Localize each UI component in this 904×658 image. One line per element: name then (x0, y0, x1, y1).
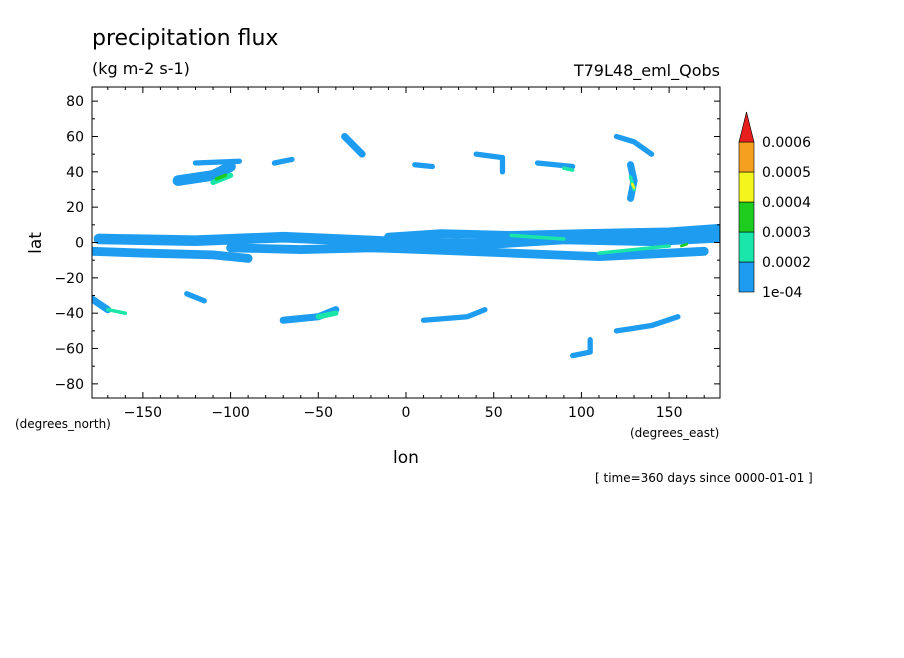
x-tick-label: −150 (124, 405, 162, 421)
colorbar-segment (738, 141, 755, 173)
x-axis: −150 −100 −50 0 50 100 150 (107, 87, 705, 421)
precip-feature (210, 172, 234, 186)
colorbar-segment (738, 231, 755, 263)
precip-feature (509, 233, 566, 241)
precip-feature (473, 151, 506, 175)
y-tick-label: 60 (66, 129, 84, 145)
precip-feature (315, 310, 339, 320)
x-tick-label: −100 (211, 405, 249, 421)
y-axis: −80 −60 −40 −20 0 20 40 60 80 (54, 94, 720, 393)
y-tick-label: 20 (66, 200, 84, 216)
precip-feature (562, 166, 575, 172)
y-axis-label: lat (26, 232, 46, 254)
precip-feature (92, 295, 112, 314)
precip-feature (106, 307, 128, 315)
precip-feature (384, 223, 720, 242)
colorbar-label: 0.0004 (762, 195, 811, 211)
precip-feature (341, 132, 366, 158)
y-tick-label: 0 (75, 236, 84, 252)
precip-feature (630, 182, 636, 190)
precip-feature (172, 161, 236, 186)
colorbar-label: 0.0005 (762, 165, 811, 181)
time-label: [ time=360 days since 0000-01-01 ] (595, 471, 813, 485)
colorbar-overflow-triangle (738, 111, 755, 143)
colorbar-segment (738, 171, 755, 203)
y-tick-label: 80 (66, 94, 84, 110)
precip-feature (420, 306, 488, 323)
experiment-label: T79L48_eml_Qobs (573, 61, 720, 81)
y-tick-label: −20 (54, 271, 84, 287)
precip-feature (226, 243, 709, 262)
chart-subtitle: (kg m-2 s-1) (92, 59, 190, 78)
x-tick-label: 0 (402, 405, 411, 421)
precip-feature (627, 161, 638, 202)
precip-feature (569, 337, 593, 359)
precip-feature (214, 173, 228, 181)
precip-feature (192, 158, 243, 166)
precip-feature (534, 160, 576, 170)
colorbar-label: 0.0002 (762, 255, 811, 271)
precip-feature (597, 244, 671, 255)
precip-feature (613, 314, 681, 334)
chart-title: precipitation flux (92, 26, 278, 51)
precip-feature (412, 162, 435, 170)
x-tick-label: 100 (568, 405, 595, 421)
precip-feature (92, 246, 253, 263)
x-tick-label: −50 (304, 405, 334, 421)
y-units-label: (degrees_north) (15, 417, 111, 431)
y-tick-label: −40 (54, 306, 84, 322)
y-tick-label: −80 (54, 377, 84, 393)
colorbar-label: 0.0003 (762, 225, 811, 241)
x-tick-label: 150 (656, 405, 683, 421)
colorbar-segment (738, 261, 755, 293)
y-tick-label: −60 (54, 342, 84, 358)
x-tick-label: 50 (485, 405, 503, 421)
precip-feature (184, 291, 207, 304)
precip-feature (271, 156, 295, 166)
colorbar-label: 0.0006 (762, 135, 811, 151)
colorbar-label: 1e-04 (762, 285, 802, 301)
x-units-label: (degrees_east) (630, 426, 719, 440)
colorbar-segment (738, 201, 755, 233)
x-axis-label: lon (393, 448, 419, 468)
y-tick-label: 40 (66, 165, 84, 181)
precip-field-layer (92, 132, 720, 359)
precip-feature (93, 231, 720, 250)
colorbar: 1e-04 0.0002 0.0003 0.0004 0.0005 0.0006 (738, 111, 811, 301)
precip-feature (613, 133, 655, 157)
precip-feature (680, 242, 688, 248)
